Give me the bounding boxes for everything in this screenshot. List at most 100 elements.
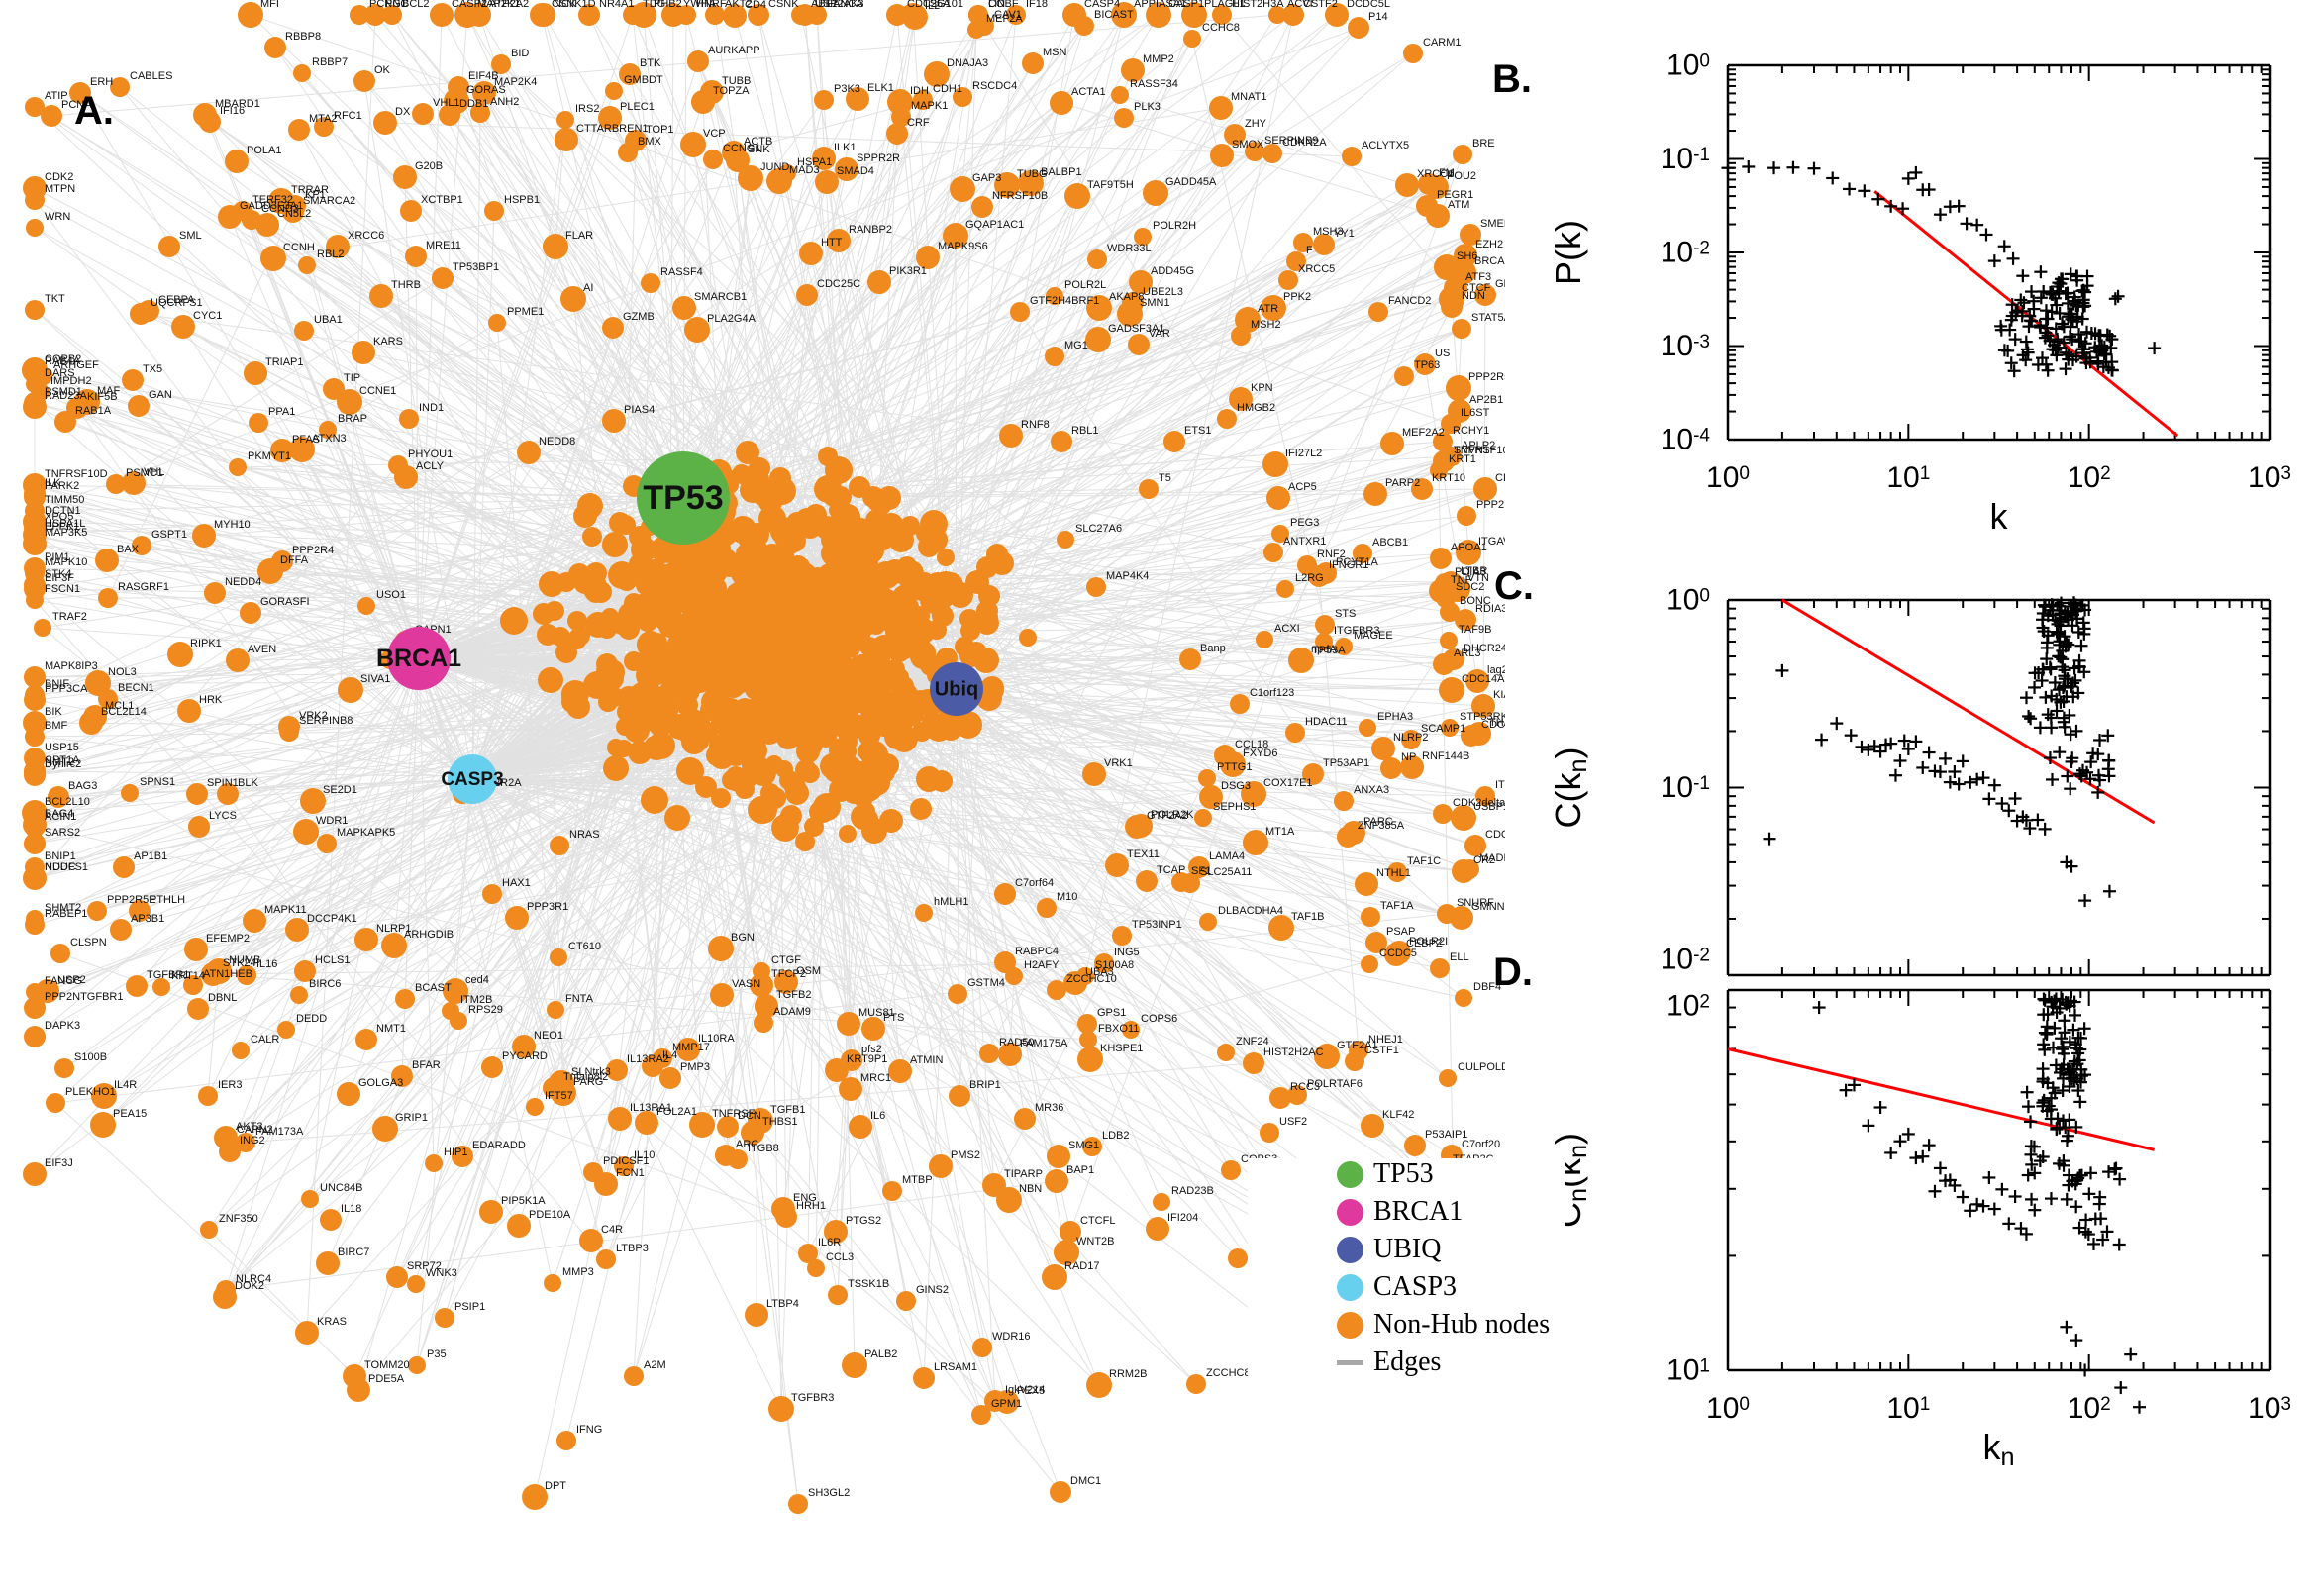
svg-text:MMP3: MMP3 — [562, 1266, 594, 1278]
svg-text:BLK: BLK — [238, 777, 258, 789]
svg-text:FCN1: FCN1 — [616, 1167, 645, 1179]
svg-text:SML: SML — [179, 230, 202, 242]
svg-text:DX: DX — [395, 106, 411, 118]
svg-text:TIPARP: TIPARP — [1004, 1168, 1043, 1180]
svg-text:CD4: CD4 — [745, 0, 766, 11]
svg-text:SNURF: SNURF — [1457, 897, 1494, 909]
svg-text:GSPT1: GSPT1 — [152, 529, 187, 541]
svg-text:IL6R: IL6R — [818, 1237, 841, 1248]
svg-text:L2RG: L2RG — [1295, 572, 1324, 584]
svg-text:RPS29: RPS29 — [468, 1004, 503, 1016]
svg-text:DSG3: DSG3 — [1221, 780, 1251, 792]
svg-text:VCP: VCP — [703, 128, 726, 140]
svg-text:G20B: G20B — [415, 160, 443, 172]
svg-text:TIMM50: TIMM50 — [45, 494, 84, 506]
svg-text:JUND: JUND — [760, 161, 789, 173]
svg-text:GSTM4: GSTM4 — [967, 977, 1005, 989]
svg-text:MADD: MADD — [1479, 852, 1505, 864]
svg-text:MTPN: MTPN — [45, 183, 75, 195]
svg-text:PMS2: PMS2 — [951, 1149, 980, 1161]
svg-text:SCAMP1: SCAMP1 — [1421, 723, 1465, 735]
svg-text:IL13RA2: IL13RA2 — [627, 1053, 669, 1065]
svg-text:CLSPN: CLSPN — [70, 937, 107, 948]
svg-text:SIVA1: SIVA1 — [360, 673, 390, 685]
svg-text:PPA1: PPA1 — [268, 406, 295, 418]
svg-text:MAP2K4: MAP2K4 — [494, 76, 537, 88]
svg-text:IL6ST: IL6ST — [1461, 407, 1490, 419]
svg-text:EIF3J: EIF3J — [45, 1157, 73, 1169]
svg-text:ZNF350: ZNF350 — [219, 1213, 258, 1225]
svg-text:SMARCB1: SMARCB1 — [694, 291, 747, 303]
svg-text:BRIP1: BRIP1 — [969, 1079, 1001, 1091]
svg-text:CDC25C: CDC25C — [817, 278, 860, 290]
svg-text:IFI27L2: IFI27L2 — [1285, 448, 1322, 459]
svg-text:STAT5A: STAT5A — [1471, 312, 1505, 324]
svg-text:AI: AI — [583, 282, 593, 294]
svg-text:VASN: VASN — [732, 978, 760, 990]
svg-text:S100B: S100B — [74, 1051, 107, 1063]
svg-text:TP53A: TP53A — [1312, 645, 1346, 656]
svg-text:WNT2B: WNT2B — [1076, 1236, 1115, 1247]
svg-text:ETS1: ETS1 — [1184, 425, 1212, 437]
svg-text:CDKN2A: CDKN2A — [1282, 137, 1327, 149]
svg-text:TOPZA: TOPZA — [713, 85, 750, 97]
svg-text:PYCARD: PYCARD — [502, 1050, 548, 1062]
svg-text:NR4A1: NR4A1 — [599, 0, 634, 10]
svg-text:k: k — [1990, 496, 2009, 537]
svg-text:SE2D1: SE2D1 — [323, 784, 357, 796]
svg-text:CASP1: CASP1 — [1168, 0, 1204, 10]
svg-text:ZCCHC8: ZCCHC8 — [1206, 1367, 1251, 1379]
svg-text:ABL1: ABL1 — [811, 0, 838, 10]
svg-text:RCHY1: RCHY1 — [1453, 425, 1489, 437]
svg-text:IL13RA1: IL13RA1 — [630, 1102, 672, 1114]
svg-text:IF18: IF18 — [1026, 0, 1048, 10]
svg-text:CABLES: CABLES — [130, 70, 172, 82]
svg-text:EFEMP2: EFEMP2 — [206, 933, 250, 945]
svg-text:MFI: MFI — [260, 0, 279, 10]
svg-text:CCNH: CCNH — [283, 242, 315, 253]
svg-text:TGFB1: TGFB1 — [770, 1104, 805, 1116]
svg-text:FBXO11: FBXO11 — [1098, 1023, 1139, 1035]
svg-text:CCL3: CCL3 — [826, 1251, 854, 1263]
svg-text:MAPK8IP3: MAPK8IP3 — [45, 660, 98, 672]
svg-text:TGFBR1: TGFBR1 — [147, 969, 189, 981]
svg-text:GQAP1AC1: GQAP1AC1 — [965, 219, 1024, 231]
svg-text:IL2: IL2 — [925, 0, 940, 12]
svg-text:TOMM20: TOMM20 — [364, 1359, 410, 1371]
svg-text:A2M: A2M — [644, 1359, 666, 1371]
svg-text:FAM173A: FAM173A — [255, 1126, 304, 1138]
svg-text:TCAP: TCAP — [1157, 864, 1185, 876]
svg-text:NEDD4: NEDD4 — [225, 576, 261, 588]
svg-text:MT1A: MT1A — [1265, 826, 1295, 838]
svg-text:TP53AP1: TP53AP1 — [1323, 757, 1369, 769]
svg-text:ITGB1BP3: ITGB1BP3 — [1495, 779, 1505, 791]
svg-text:TP53BP1: TP53BP1 — [453, 261, 499, 273]
svg-text:RBL2: RBL2 — [317, 249, 345, 260]
svg-text:UBE2L3: UBE2L3 — [1143, 286, 1183, 298]
svg-text:NEDD8: NEDD8 — [539, 436, 575, 448]
svg-text:SMN1: SMN1 — [1140, 297, 1170, 309]
svg-text:GAN: GAN — [149, 389, 172, 401]
svg-text:BAG4: BAG4 — [45, 808, 73, 820]
svg-text:VHL: VHL — [144, 466, 164, 478]
svg-text:PEA15: PEA15 — [113, 1108, 147, 1120]
svg-text:RNF8: RNF8 — [1021, 419, 1050, 431]
svg-text:PDICSF1: PDICSF1 — [603, 1155, 649, 1167]
svg-text:CSNK: CSNK — [768, 0, 799, 10]
svg-text:TIP: TIP — [344, 372, 360, 384]
svg-text:STK24: STK24 — [223, 957, 256, 969]
svg-text:TP53INP1: TP53INP1 — [1132, 919, 1182, 931]
svg-text:RABPC4: RABPC4 — [1015, 946, 1059, 957]
svg-text:XRCC5: XRCC5 — [1298, 263, 1335, 275]
svg-text:GPM1: GPM1 — [991, 1398, 1022, 1410]
svg-text:P(k): P(k) — [1548, 220, 1588, 285]
svg-text:AP3B1: AP3B1 — [131, 913, 164, 925]
svg-text:RBL1: RBL1 — [1071, 425, 1099, 437]
svg-text:C4R: C4R — [601, 1224, 623, 1236]
svg-text:IER3: IER3 — [218, 1079, 242, 1091]
svg-text:TRIAP1: TRIAP1 — [265, 356, 304, 368]
svg-text:IRS2: IRS2 — [575, 103, 599, 115]
svg-text:ATMIN: ATMIN — [910, 1054, 943, 1066]
svg-text:DEDD: DEDD — [296, 1013, 327, 1025]
svg-text:FM: FM — [1439, 167, 1455, 179]
